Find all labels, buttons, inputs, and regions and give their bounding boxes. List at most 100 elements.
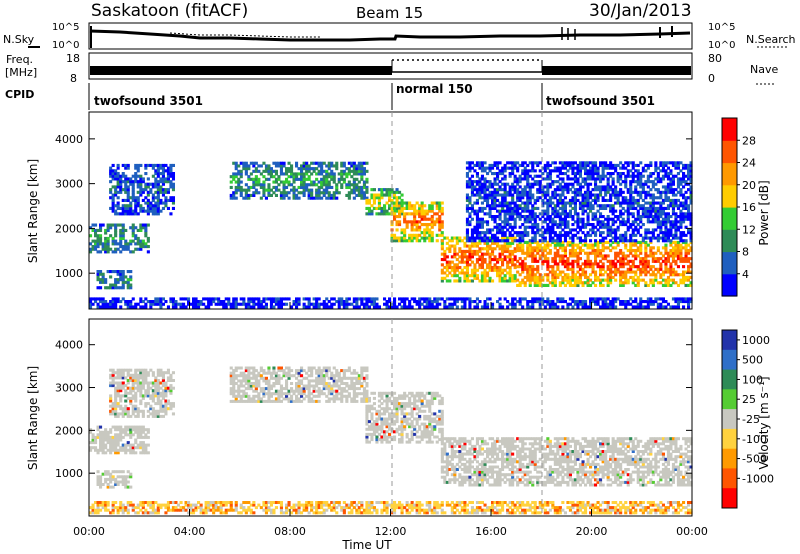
data-cell: [315, 302, 319, 306]
data-cell: [390, 188, 394, 192]
data-cell: [676, 172, 680, 176]
data-cell: [415, 223, 419, 227]
data-cell: [119, 394, 123, 398]
data-cell: [611, 305, 615, 309]
data-cell: [322, 177, 326, 181]
data-cell: [651, 206, 655, 210]
data-cell: [400, 231, 404, 235]
data-cell: [626, 302, 630, 306]
data-cell: [104, 438, 108, 442]
data-cell: [302, 164, 306, 168]
data-cell: [571, 254, 575, 258]
data-cell: [571, 283, 575, 287]
data-cell: [531, 161, 535, 165]
data-cell: [440, 241, 444, 245]
data-cell: [611, 236, 615, 240]
data-cell: [586, 283, 590, 287]
data-cell: [377, 188, 381, 192]
data-cell: [661, 223, 665, 227]
data-cell: [192, 300, 196, 304]
data-cell: [212, 297, 216, 301]
data-cell: [578, 300, 582, 304]
data-cell: [372, 188, 376, 192]
data-cell: [578, 281, 582, 285]
data-cell: [581, 209, 585, 213]
data-cell: [651, 193, 655, 197]
data-cell: [285, 172, 289, 176]
data-cell: [508, 274, 512, 278]
data-cell: [491, 215, 495, 219]
data-cell: [659, 305, 663, 309]
data-cell: [465, 255, 469, 259]
data-cell: [631, 249, 635, 253]
data-cell: [661, 177, 665, 181]
data-cell: [687, 212, 691, 216]
data-cell: [566, 262, 570, 266]
data-cell: [634, 201, 638, 205]
data-cell: [496, 260, 500, 264]
data-cell: [96, 245, 100, 249]
data-cell: [312, 180, 316, 184]
data-cell: [641, 300, 645, 304]
data-cell: [578, 193, 582, 197]
data-cell: [649, 193, 653, 197]
data-cell: [496, 271, 500, 275]
data-cell: [480, 274, 484, 278]
data-cell: [506, 206, 510, 210]
data-cell: [403, 305, 407, 309]
data-cell: [453, 247, 457, 251]
data-cell: [111, 193, 115, 197]
data-cell: [219, 302, 223, 306]
data-cell: [491, 241, 495, 245]
data-cell: [109, 480, 113, 484]
data-cell: [104, 239, 108, 243]
data-cell: [254, 161, 258, 165]
data-cell: [614, 193, 618, 197]
data-cell: [131, 223, 135, 227]
data-cell: [501, 258, 505, 262]
data-cell: [367, 209, 371, 213]
cpid-row: CPID twofsound 3501 normal 150 twofsound…: [5, 82, 655, 110]
data-cell: [651, 198, 655, 202]
data-cell: [684, 251, 688, 255]
data-cell: [578, 249, 582, 253]
data-cell: [609, 172, 613, 176]
data-cell: [408, 300, 412, 304]
data-cell: [548, 231, 552, 235]
data-cell: [687, 249, 691, 253]
data-cell: [116, 391, 120, 395]
data-cell: [679, 236, 683, 240]
data-cell: [606, 265, 610, 269]
nsky-trace: [89, 29, 691, 42]
data-cell: [674, 270, 678, 274]
data-cell: [616, 236, 620, 240]
data-cell: [619, 190, 623, 194]
data-cell: [604, 188, 608, 192]
data-cell: [463, 252, 467, 256]
data-cell: [154, 172, 158, 176]
data-cell: [96, 250, 100, 254]
data-cell: [543, 196, 547, 200]
data-cell: [528, 278, 532, 282]
data-cell: [212, 300, 216, 304]
data-cell: [586, 220, 590, 224]
data-cell: [486, 271, 490, 275]
data-cell: [269, 167, 273, 171]
data-cell: [445, 305, 449, 309]
data-cell: [116, 414, 120, 418]
data-cell: [455, 258, 459, 262]
data-cell: [475, 258, 479, 262]
data-cell: [571, 275, 575, 279]
data-cell: [458, 276, 462, 280]
data-cell: [498, 201, 502, 205]
data-cell: [689, 163, 693, 167]
data-cell: [566, 265, 570, 269]
data-cell: [355, 185, 359, 189]
data-cell: [682, 273, 686, 277]
data-cell: [415, 239, 419, 243]
data-cell: [654, 188, 658, 192]
data-cell: [606, 217, 610, 221]
data-cell: [621, 233, 625, 237]
data-cell: [119, 174, 123, 178]
data-cell: [533, 275, 537, 279]
